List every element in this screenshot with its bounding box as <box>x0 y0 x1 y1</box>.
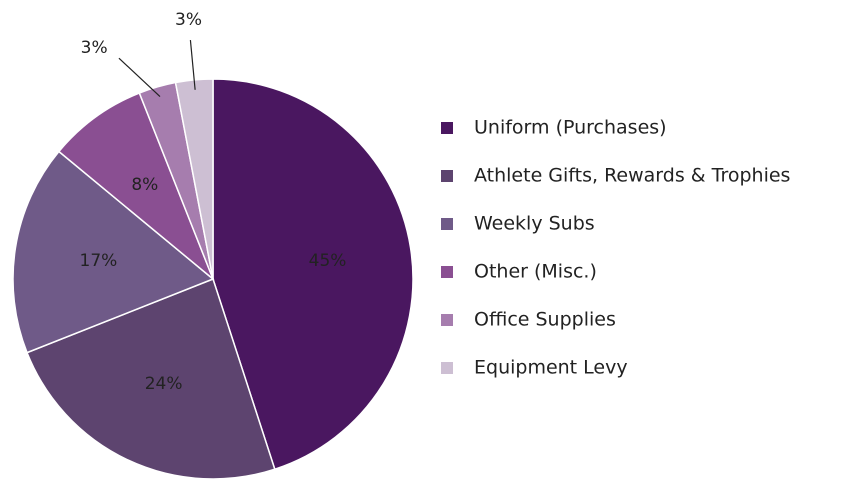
legend-label: Weekly Subs <box>474 213 595 235</box>
legend-swatch <box>441 122 453 134</box>
data-label: 45% <box>309 251 347 271</box>
leader-line <box>189 40 196 90</box>
pie-slice <box>57 92 214 280</box>
legend-label: Other (Misc.) <box>474 261 597 283</box>
pie-slice <box>12 150 215 354</box>
legend-swatch <box>441 362 453 374</box>
pie-slice <box>212 78 414 471</box>
legend-swatch <box>441 266 453 278</box>
legend-swatch <box>441 314 453 326</box>
data-label: 3% <box>81 38 108 58</box>
leader-line <box>118 57 161 97</box>
data-label: 24% <box>145 374 183 394</box>
legend-label: Equipment Levy <box>474 357 628 379</box>
legend-swatch <box>441 218 453 230</box>
data-label: 8% <box>131 175 158 195</box>
legend-label: Athlete Gifts, Rewards & Trophies <box>474 165 790 187</box>
legend-swatch <box>441 170 453 182</box>
legend-label: Office Supplies <box>474 309 616 331</box>
data-label: 3% <box>175 10 202 30</box>
legend-label: Uniform (Purchases) <box>474 117 667 139</box>
data-label: 17% <box>80 251 118 271</box>
pie-slice <box>26 278 276 480</box>
